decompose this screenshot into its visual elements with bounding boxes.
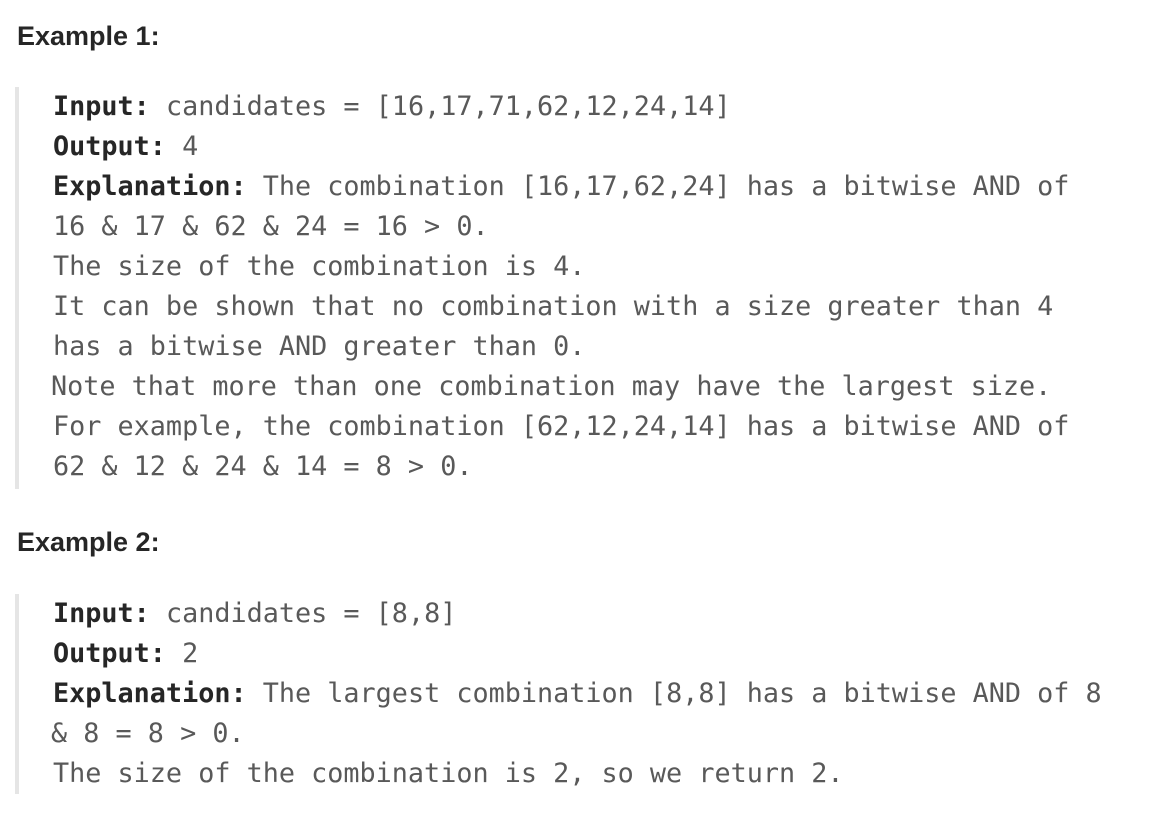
output-line: Output: 4 bbox=[53, 127, 1165, 167]
output-label: Output: bbox=[53, 131, 166, 162]
output-value: 2 bbox=[165, 638, 199, 669]
input-line: Input: candidates = [8,8] bbox=[53, 594, 1165, 634]
explanation-continuation: 62 & 12 & 24 & 14 = 8 > 0. bbox=[53, 451, 473, 482]
example-2-heading: Example 2: bbox=[17, 527, 160, 557]
explanation-continuation: It can be shown that no combination with… bbox=[53, 291, 1054, 322]
output-label: Output: bbox=[53, 638, 166, 669]
input-label: Input: bbox=[53, 598, 150, 629]
explanation-label: Explanation: bbox=[53, 678, 247, 709]
explanation-line: Explanation: The largest combination [8,… bbox=[53, 674, 1165, 714]
input-label: Input: bbox=[53, 91, 150, 122]
input-value: candidates = [16,17,71,62,12,24,14] bbox=[149, 91, 731, 122]
input-line: Input: candidates = [16,17,71,62,12,24,1… bbox=[53, 87, 1165, 127]
example-1-heading: Example 1: bbox=[17, 21, 160, 51]
explanation-continuation: The size of the combination is 4. bbox=[53, 251, 586, 282]
example-2-block: Input: candidates = [8,8] Output: 2 Expl… bbox=[15, 594, 1165, 794]
explanation-label: Explanation: bbox=[53, 171, 247, 202]
output-value: 4 bbox=[165, 131, 199, 162]
explanation-continuation: The size of the combination is 2, so we … bbox=[53, 758, 844, 789]
explanation-line: Explanation: The combination [16,17,62,2… bbox=[53, 167, 1165, 207]
explanation-continuation: has a bitwise AND greater than 0. bbox=[53, 331, 586, 362]
input-value: candidates = [8,8] bbox=[149, 598, 457, 629]
explanation-continuation: 16 & 17 & 62 & 24 = 16 > 0. bbox=[53, 211, 489, 242]
explanation-continuation: & 8 = 8 > 0. bbox=[51, 718, 245, 749]
explanation-text: The combination [16,17,62,24] has a bitw… bbox=[246, 171, 1070, 202]
explanation-text: The largest combination [8,8] has a bitw… bbox=[246, 678, 1102, 709]
explanation-continuation: For example, the combination [62,12,24,1… bbox=[53, 411, 1070, 442]
output-line: Output: 2 bbox=[53, 634, 1165, 674]
example-1-block: Input: candidates = [16,17,71,62,12,24,1… bbox=[15, 87, 1165, 489]
explanation-continuation: Note that more than one combination may … bbox=[51, 371, 1052, 402]
